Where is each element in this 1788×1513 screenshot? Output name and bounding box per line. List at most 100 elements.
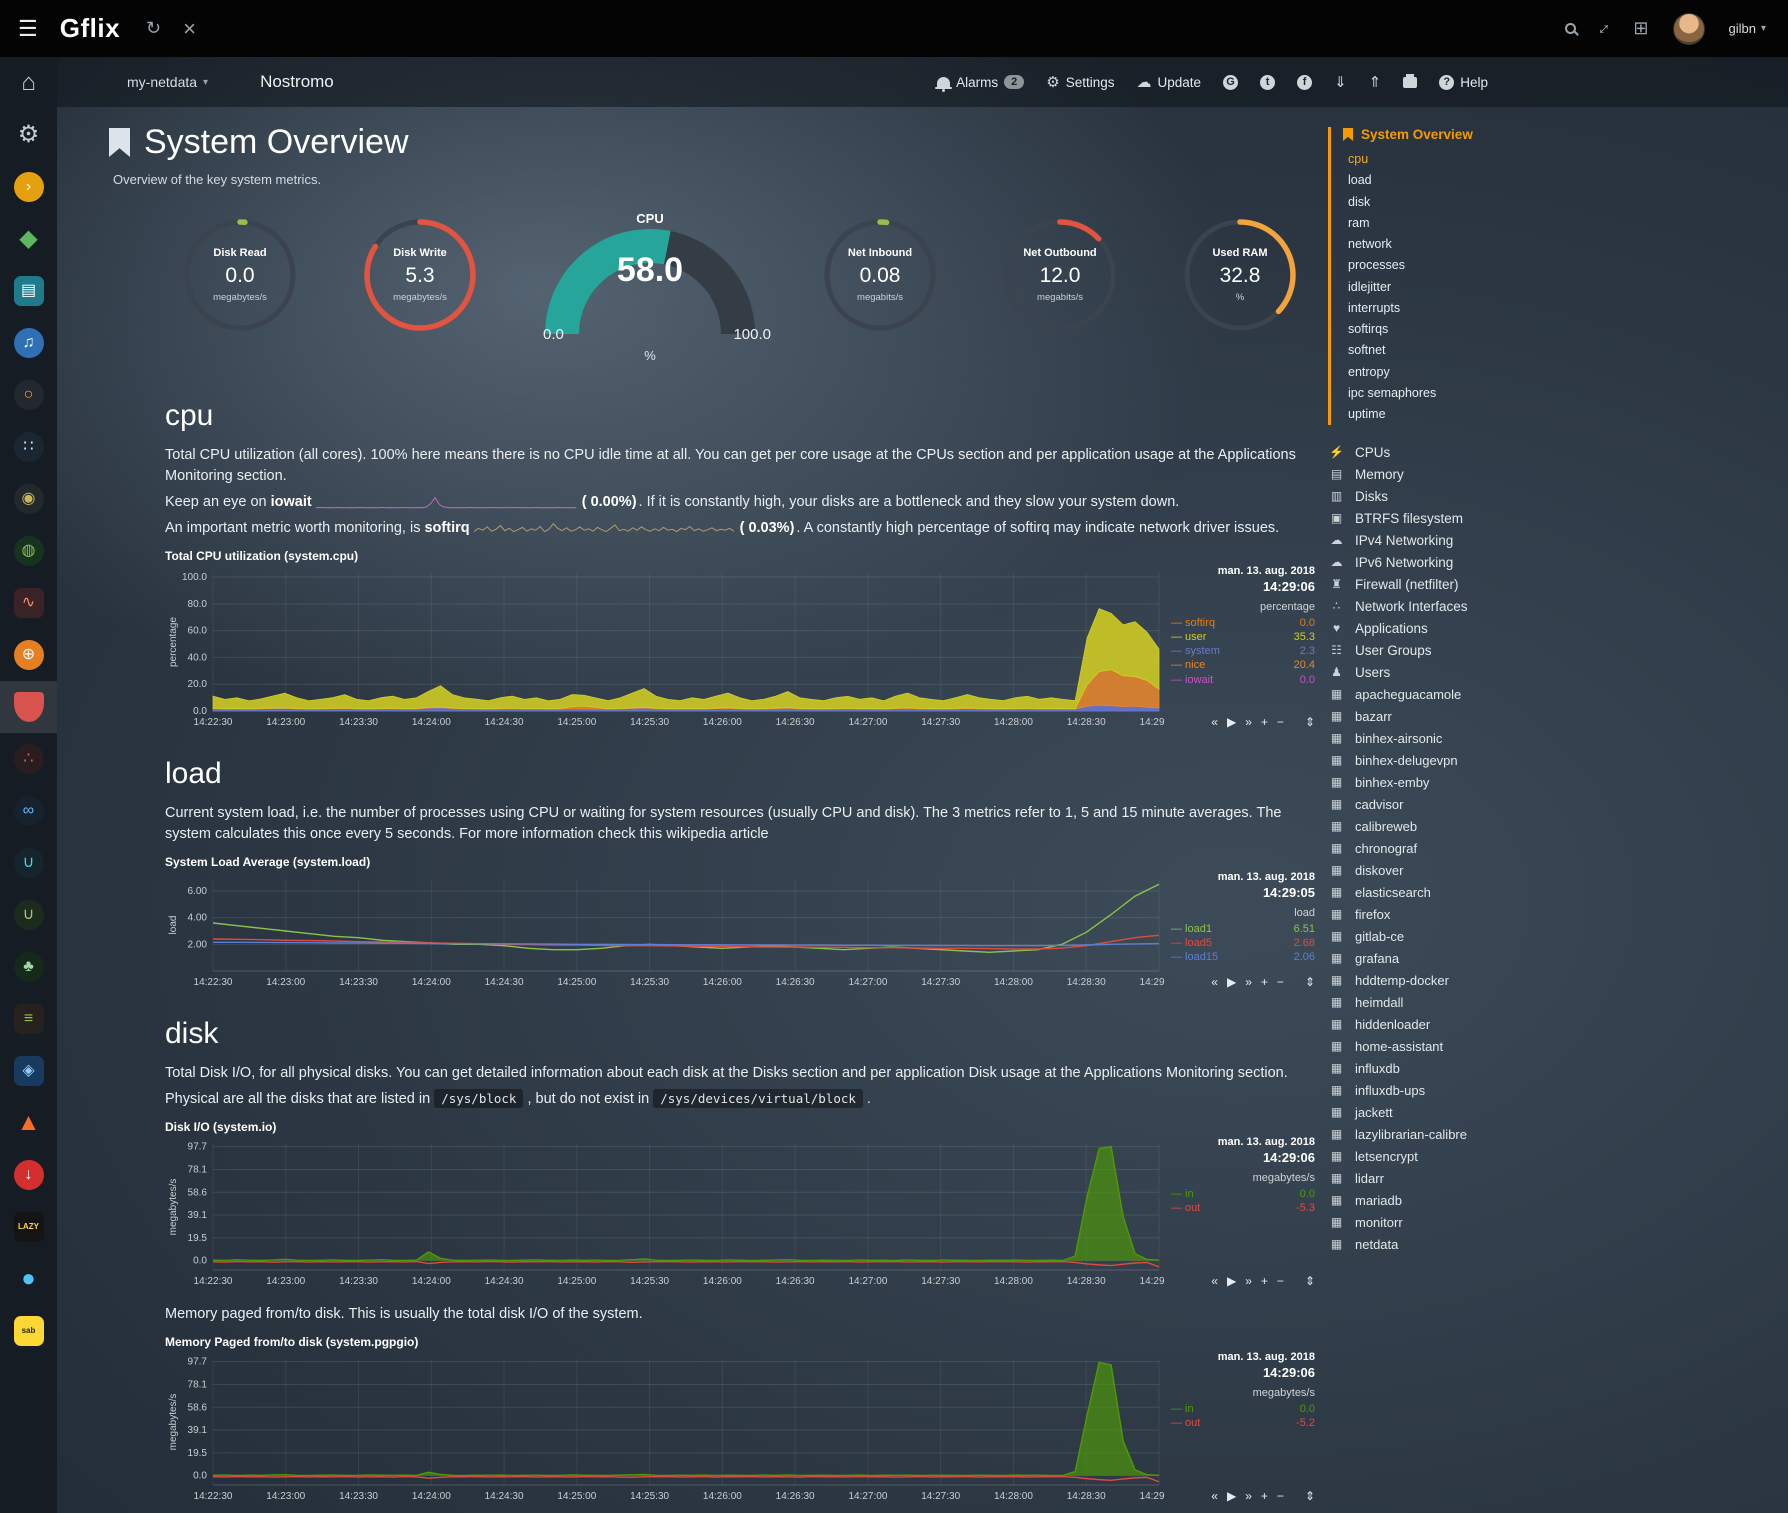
disk_chart-plot[interactable]: 0.0 19.5 39.1 58.6 78.1 97.7 14:22:30 14:23:00 1… (165, 1136, 1165, 1290)
menu-app-diskover[interactable]: ▦ diskover (1328, 859, 1583, 881)
pan-forward-button[interactable]: » (1245, 975, 1252, 990)
pan-forward-button[interactable]: » (1245, 715, 1252, 730)
sidebar-app-infinity[interactable]: ∞ (0, 785, 57, 837)
help-button[interactable]: ? Help (1439, 74, 1488, 90)
menu-subitem-softnet[interactable]: softnet (1348, 343, 1386, 358)
sidebar-app-orange-gear[interactable]: ⊕ (0, 629, 57, 681)
zoom-out-button[interactable]: − (1276, 975, 1284, 990)
legend-load15[interactable]: — load15 2.06 (1171, 950, 1315, 964)
menu-section-firewall-netfilter[interactable]: ♜ Firewall (netfilter) (1328, 573, 1583, 595)
cpu-chart[interactable]: Total CPU utilization (system.cpu) 0.0 20.… (165, 549, 1323, 731)
apps-grid-icon[interactable]: ⊞ (1633, 18, 1649, 38)
sidebar-app-drop[interactable]: ● (0, 1253, 57, 1305)
menu-subitem-load[interactable]: load (1348, 173, 1372, 188)
menu-app-monitorr[interactable]: ▦ monitorr (1328, 1211, 1583, 1233)
sidebar-app-teal-shelf[interactable]: ▤ (0, 265, 57, 317)
sidebar-app-gitlab[interactable]: ▲ (0, 1097, 57, 1149)
sidebar-app-sab[interactable]: sab (0, 1305, 57, 1357)
gauge-used-ram[interactable]: Used RAM 32.8% (1165, 203, 1315, 373)
legend-load1[interactable]: — load1 6.51 (1171, 922, 1315, 936)
pan-forward-button[interactable]: » (1245, 1489, 1252, 1504)
legend-out[interactable]: — out -5.3 (1171, 1201, 1315, 1215)
menu-item-system-overview[interactable]: System Overview (1343, 127, 1583, 142)
play-button[interactable]: ▶ (1226, 1489, 1237, 1504)
memory-paged-chart[interactable]: Memory Paged from/to disk (system.pgpgio… (165, 1335, 1323, 1505)
gauge-net-inbound[interactable]: Net Inbound 0.08 megabits/s (805, 203, 955, 373)
menu-subitem-ram[interactable]: ram (1348, 215, 1370, 230)
export-button[interactable]: ⇑ (1369, 73, 1382, 91)
sidebar-app-red-cluster[interactable]: ∴ (0, 733, 57, 785)
menu-app-cadvisor[interactable]: ▦ cadvisor (1328, 793, 1583, 815)
legend-iowait[interactable]: — iowait 0.0 (1171, 673, 1315, 687)
menu-subitem-softirqs[interactable]: softirqs (1348, 322, 1389, 336)
play-button[interactable]: ▶ (1226, 1274, 1237, 1289)
gauge-disk-read[interactable]: Disk Read 0.0 megabytes/s (165, 203, 315, 373)
gauge-disk-write[interactable]: Disk Write 5.3 megabytes/s (345, 203, 495, 373)
menu-section-disks[interactable]: ▥ Disks (1328, 485, 1583, 507)
print-button[interactable] (1403, 73, 1418, 88)
zoom-in-button[interactable]: + (1260, 715, 1268, 730)
zoom-out-button[interactable]: − (1276, 715, 1284, 730)
menu-subitem-cpu[interactable]: cpu (1348, 152, 1369, 166)
sidebar-app-blue-music[interactable]: ♫ (0, 317, 57, 369)
sidebar-app-dots[interactable]: ∷ (0, 421, 57, 473)
menu-app-bazarr[interactable]: ▦ bazarr (1328, 705, 1583, 727)
menu-section-cpus[interactable]: ⚡ CPUs (1328, 441, 1583, 463)
sidebar-app-green-u[interactable]: ∪ (0, 889, 57, 941)
sidebar-app-blue-window[interactable]: ◈ (0, 1045, 57, 1097)
sidebar-app-lazy[interactable]: LAZY (0, 1201, 57, 1253)
server-dropdown[interactable]: my-netdata ▾ (127, 74, 208, 90)
sidebar-app-green-disc[interactable]: ◍ (0, 525, 57, 577)
settings-button[interactable]: ⚙ Settings (1046, 73, 1114, 91)
twitter-button[interactable]: t (1260, 74, 1276, 90)
sidebar-settings[interactable]: ⚙ (0, 109, 57, 161)
menu-subitem-disk[interactable]: disk (1348, 194, 1371, 209)
zoom-in-button[interactable]: + (1260, 1274, 1268, 1289)
legend-softirq[interactable]: — softirq 0.0 (1171, 616, 1315, 630)
close-tab-icon[interactable]: × (183, 15, 196, 41)
legend-system[interactable]: — system 2.3 (1171, 644, 1315, 658)
refresh-icon[interactable]: ↻ (146, 18, 162, 38)
fullscreen-icon[interactable]: ↕ (1595, 17, 1616, 39)
menu-subitem-network[interactable]: network (1348, 237, 1392, 251)
pan-back-button[interactable]: « (1211, 975, 1218, 990)
zoom-in-button[interactable]: + (1260, 975, 1268, 990)
menu-section-ipv6-networking[interactable]: ☁ IPv6 Networking (1328, 551, 1583, 573)
menu-app-netdata[interactable]: ▦ netdata (1328, 1233, 1583, 1255)
search-icon[interactable] (1565, 23, 1577, 34)
menu-subitem-interrupts[interactable]: interrupts (1348, 300, 1401, 315)
menu-app-firefox[interactable]: ▦ firefox (1328, 903, 1583, 925)
menu-section-applications[interactable]: ♥ Applications (1328, 617, 1583, 639)
menu-app-jackett[interactable]: ▦ jackett (1328, 1101, 1583, 1123)
pan-forward-button[interactable]: » (1245, 1274, 1252, 1289)
menu-app-binhex-airsonic[interactable]: ▦ binhex-airsonic (1328, 727, 1583, 749)
menu-app-hiddenloader[interactable]: ▦ hiddenloader (1328, 1013, 1583, 1035)
sidebar-app-orange-play[interactable]: › (0, 161, 57, 213)
user-menu[interactable]: gilbn ▾ (1729, 21, 1767, 36)
load_chart-plot[interactable]: 2.00 4.00 6.00 14:22:30 14:23:00 14:23:30 14:2… (165, 871, 1165, 991)
sidebar-app-search[interactable]: ○ (0, 369, 57, 421)
menu-section-users[interactable]: ♟ Users (1328, 661, 1583, 683)
load-chart[interactable]: System Load Average (system.load) 2.00 4.0… (165, 855, 1323, 991)
menu-app-mariadb[interactable]: ▦ mariadb (1328, 1189, 1583, 1211)
legend-nice[interactable]: — nice 20.4 (1171, 658, 1315, 672)
menu-subitem-uptime[interactable]: uptime (1348, 407, 1386, 421)
menu-app-heimdall[interactable]: ▦ heimdall (1328, 991, 1583, 1013)
menu-subitem-entropy[interactable]: entropy (1348, 364, 1390, 379)
zoom-in-button[interactable]: + (1260, 1489, 1268, 1504)
menu-section-memory[interactable]: ▤ Memory (1328, 463, 1583, 485)
play-button[interactable]: ▶ (1226, 975, 1237, 990)
menu-subitem-ipc-semaphores[interactable]: ipc semaphores (1348, 385, 1437, 400)
menu-app-gitlab-ce[interactable]: ▦ gitlab-ce (1328, 925, 1583, 947)
resize-handle[interactable]: ⇕ (1304, 975, 1315, 990)
menu-app-influxdb-ups[interactable]: ▦ influxdb-ups (1328, 1079, 1583, 1101)
menu-app-binhex-emby[interactable]: ▦ binhex-emby (1328, 771, 1583, 793)
menu-subitem-processes[interactable]: processes (1348, 258, 1405, 273)
github-button[interactable]: G (1223, 74, 1239, 90)
menu-app-hddtemp-docker[interactable]: ▦ hddtemp-docker (1328, 969, 1583, 991)
play-button[interactable]: ▶ (1226, 715, 1237, 730)
menu-section-user-groups[interactable]: ☷ User Groups (1328, 639, 1583, 661)
import-button[interactable]: ⇓ (1334, 73, 1347, 91)
sidebar-app-red-shield[interactable] (0, 681, 57, 733)
gauge-cpu[interactable]: CPU 58.0 0.0 100.0% (525, 209, 775, 367)
